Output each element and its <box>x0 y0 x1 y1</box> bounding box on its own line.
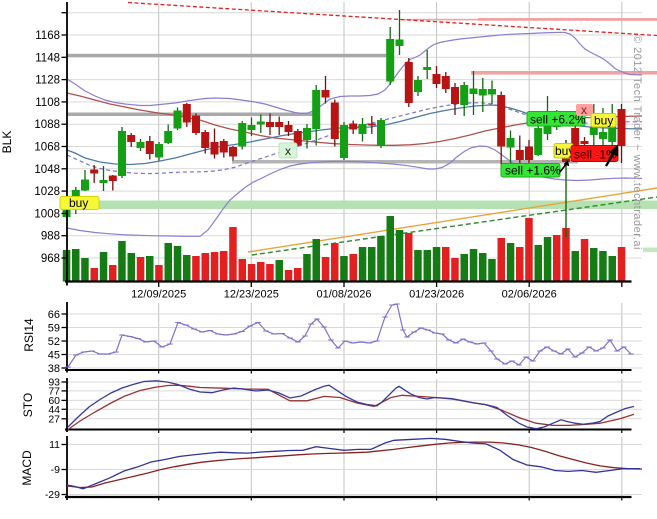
svg-text:1068: 1068 <box>34 142 60 154</box>
svg-text:buy: buy <box>555 144 574 158</box>
svg-text:93: 93 <box>48 377 60 389</box>
svg-text:27: 27 <box>48 413 60 425</box>
svg-text:968: 968 <box>41 253 60 265</box>
svg-text:RSI14: RSI14 <box>22 318 36 352</box>
svg-text:52: 52 <box>48 336 60 348</box>
svg-text:STO: STO <box>21 393 35 417</box>
svg-text:77: 77 <box>48 385 60 397</box>
svg-text:02/06/2026: 02/06/2026 <box>502 289 557 301</box>
svg-text:-9: -9 <box>51 464 60 476</box>
svg-text:© 2012 Tech Trader ~ www.techt: © 2012 Tech Trader ~ www.techtrader.ai <box>631 35 643 250</box>
svg-text:1088: 1088 <box>34 119 60 131</box>
svg-text:59: 59 <box>48 323 60 335</box>
svg-text:988: 988 <box>41 231 60 243</box>
svg-text:1048: 1048 <box>34 164 60 176</box>
svg-text:BLK: BLK <box>0 131 14 154</box>
svg-text:sell +6.2%: sell +6.2% <box>530 113 586 127</box>
svg-text:44: 44 <box>48 404 60 416</box>
svg-text:01/23/2026: 01/23/2026 <box>409 289 464 301</box>
svg-text:MACD: MACD <box>20 450 34 486</box>
svg-text:x: x <box>285 144 291 158</box>
svg-text:1168: 1168 <box>35 30 60 42</box>
svg-text:01/08/2026: 01/08/2026 <box>316 289 371 301</box>
svg-text:buy: buy <box>594 114 613 128</box>
svg-text:60: 60 <box>48 395 60 407</box>
svg-text:buy: buy <box>69 196 88 210</box>
svg-text:12/23/2025: 12/23/2025 <box>224 289 279 301</box>
svg-text:sell +1.6%: sell +1.6% <box>505 164 561 178</box>
svg-text:sell -1%: sell -1% <box>574 148 617 162</box>
svg-text:1028: 1028 <box>34 186 60 198</box>
svg-text:12/09/2025: 12/09/2025 <box>131 289 186 301</box>
svg-text:-29: -29 <box>45 489 60 501</box>
svg-text:1108: 1108 <box>35 97 60 109</box>
svg-text:66: 66 <box>48 309 60 321</box>
svg-text:1128: 1128 <box>35 75 60 87</box>
svg-text:1148: 1148 <box>35 52 60 64</box>
svg-text:11: 11 <box>49 439 60 451</box>
svg-text:x: x <box>581 103 587 117</box>
svg-text:1008: 1008 <box>34 208 60 220</box>
svg-text:38: 38 <box>48 363 60 375</box>
svg-text:45: 45 <box>48 350 60 362</box>
